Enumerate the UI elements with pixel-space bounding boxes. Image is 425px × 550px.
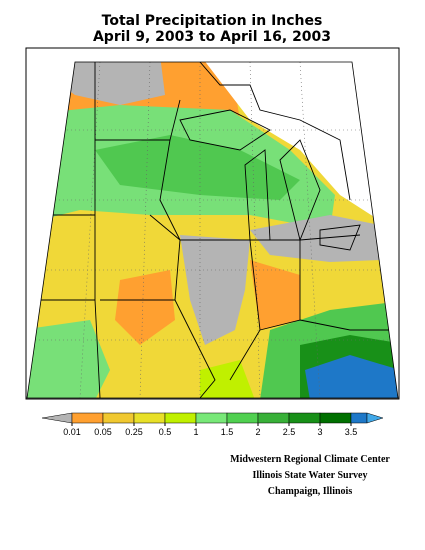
colorbar-tick-label: 2.5	[283, 427, 296, 437]
colorbar-segment	[164, 412, 197, 424]
colorbar-tick-label: 0.05	[94, 427, 112, 437]
precip-map	[27, 62, 398, 398]
colorbar-tick-label: 3	[317, 427, 322, 437]
colorbar-tick-label: 0.01	[63, 427, 81, 437]
colorbar-segment	[257, 412, 290, 424]
credit: Illinois State Water Survey	[253, 470, 368, 481]
credit: Midwestern Regional Climate Center	[230, 454, 390, 465]
colorbar-tick-label: 0.25	[125, 427, 143, 437]
colorbar-segment	[350, 412, 368, 424]
colorbar-tick-label: 1	[193, 427, 198, 437]
map-outline	[26, 61, 399, 399]
colorbar-tick-label: 1.5	[221, 427, 234, 437]
title-line: April 9, 2003 to April 16, 2003	[93, 29, 331, 45]
colorbar-under	[41, 412, 73, 424]
colorbar-tick-label: 2	[255, 427, 260, 437]
colorbar-tick-label: 0.5	[159, 427, 172, 437]
colorbar-tick-label: 3.5	[345, 427, 358, 437]
colorbar-segment	[288, 412, 321, 424]
colorbar-segment	[195, 412, 228, 424]
colorbar-over	[366, 412, 384, 424]
colorbar-segment	[226, 412, 259, 424]
colorbar-segment	[71, 412, 104, 424]
colorbar-segment	[319, 412, 352, 424]
colorbar: 0.01 0.05 0.25 0.5 1 1.5 2 2.5 3 3.5	[41, 412, 384, 437]
credit: Champaign, Illinois	[268, 486, 353, 497]
colorbar-segment	[102, 412, 135, 424]
title-line: Total Precipitation in Inches	[102, 13, 323, 29]
map-frame	[25, 47, 400, 400]
colorbar-segment	[133, 412, 166, 424]
